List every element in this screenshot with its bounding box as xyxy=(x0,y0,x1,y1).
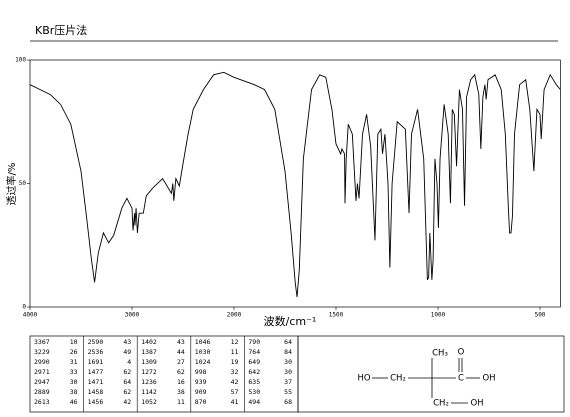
atom-label: OH xyxy=(470,399,483,409)
x-tick-label: 500 xyxy=(535,312,546,319)
peak-transmittance: 41 xyxy=(231,398,239,406)
peak-transmittance: 10 xyxy=(70,338,78,346)
atom-label: OH xyxy=(482,374,495,384)
atom-label: O xyxy=(458,348,465,358)
y-tick-label: 0 xyxy=(22,304,26,311)
peak-wavenumber: 1142 xyxy=(141,388,157,396)
peak-transmittance: 11 xyxy=(177,398,185,406)
peak-transmittance: 30 xyxy=(284,368,292,376)
x-tick-label: 1500 xyxy=(329,312,344,319)
y-tick-label: 50 xyxy=(19,180,27,187)
peak-wavenumber: 3229 xyxy=(34,348,50,356)
peak-transmittance: 26 xyxy=(70,348,78,356)
peak-table: 3367 10 2590 43 1402 43 1046 12 790 64 3229 26 2536 4… xyxy=(29,335,565,413)
peak-wavenumber: 2971 xyxy=(34,368,50,376)
peak-transmittance: 27 xyxy=(177,358,185,366)
peak-wavenumber: 642 xyxy=(248,368,260,376)
peak-transmittance: 62 xyxy=(123,368,131,376)
peak-transmittance: 32 xyxy=(231,368,239,376)
peak-wavenumber: 1030 xyxy=(195,348,211,356)
peak-wavenumber: 1402 xyxy=(141,338,157,346)
peak-transmittance: 11 xyxy=(231,348,239,356)
x-tick-label: 1000 xyxy=(431,312,446,319)
peak-transmittance: 42 xyxy=(231,378,239,386)
y-tick-label: 100 xyxy=(15,57,26,64)
peak-transmittance: 43 xyxy=(123,338,131,346)
y-axis-label: 透过率/% xyxy=(5,163,18,206)
peak-transmittance: 55 xyxy=(284,388,292,396)
peak-transmittance: 33 xyxy=(70,368,78,376)
peak-wavenumber: 1471 xyxy=(88,378,104,386)
peak-transmittance: 30 xyxy=(284,358,292,366)
peak-transmittance: 38 xyxy=(177,388,185,396)
peak-transmittance: 68 xyxy=(284,398,292,406)
atom-label: CH₂ xyxy=(390,374,406,384)
peak-wavenumber: 2947 xyxy=(34,378,50,386)
peak-wavenumber: 1691 xyxy=(88,358,104,366)
peak-wavenumber: 1309 xyxy=(141,358,157,366)
peak-wavenumber: 1046 xyxy=(195,338,211,346)
peak-wavenumber: 1477 xyxy=(88,368,104,376)
peak-wavenumber: 870 xyxy=(195,398,207,406)
peak-wavenumber: 3367 xyxy=(34,338,50,346)
peak-wavenumber: 2889 xyxy=(34,388,50,396)
peak-wavenumber: 2536 xyxy=(88,348,104,356)
peak-wavenumber: 649 xyxy=(248,358,260,366)
peak-wavenumber: 790 xyxy=(248,338,260,346)
atom-label: CH₂ xyxy=(433,399,449,409)
peak-transmittance: 4 xyxy=(127,358,131,366)
peak-transmittance: 62 xyxy=(177,368,185,376)
peak-transmittance: 64 xyxy=(284,338,292,346)
spectrum-line xyxy=(29,71,561,298)
peak-transmittance: 12 xyxy=(231,338,239,346)
x-tick-label: 2000 xyxy=(227,312,242,319)
chart-title: KBr压片法 xyxy=(35,23,87,37)
atom-label: C xyxy=(458,374,464,384)
peak-transmittance: 19 xyxy=(231,358,239,366)
peak-transmittance: 64 xyxy=(123,378,131,386)
structure xyxy=(372,358,480,404)
peak-wavenumber: 1236 xyxy=(141,378,157,386)
peak-transmittance: 38 xyxy=(70,388,78,396)
peak-transmittance: 31 xyxy=(70,358,78,366)
peak-wavenumber: 909 xyxy=(195,388,207,396)
peak-wavenumber: 530 xyxy=(248,388,260,396)
peak-wavenumber: 1456 xyxy=(88,398,104,406)
peak-wavenumber: 2590 xyxy=(88,338,104,346)
peak-wavenumber: 1272 xyxy=(141,368,157,376)
peak-transmittance: 46 xyxy=(70,398,78,406)
peak-wavenumber: 2613 xyxy=(34,398,50,406)
peak-wavenumber: 1458 xyxy=(88,388,104,396)
peak-wavenumber: 1387 xyxy=(141,348,157,356)
x-tick-label: 3000 xyxy=(125,312,140,319)
peak-wavenumber: 998 xyxy=(195,368,207,376)
atom-label: CH₃ xyxy=(432,349,448,359)
x-axis-label: 波数/cm⁻¹ xyxy=(264,315,317,328)
peak-wavenumber: 764 xyxy=(248,348,260,356)
peak-wavenumber: 494 xyxy=(248,398,260,406)
peak-wavenumber: 939 xyxy=(195,378,207,386)
peak-transmittance: 44 xyxy=(177,348,185,356)
peak-wavenumber: 1024 xyxy=(195,358,211,366)
peak-transmittance: 49 xyxy=(123,348,131,356)
peak-wavenumber: 635 xyxy=(248,378,260,386)
peak-transmittance: 62 xyxy=(123,388,131,396)
peak-transmittance: 43 xyxy=(177,338,185,346)
structure-frame xyxy=(297,335,565,413)
peak-transmittance: 84 xyxy=(284,348,292,356)
plot-frame xyxy=(29,59,561,308)
peak-wavenumber: 2990 xyxy=(34,358,50,366)
peak-transmittance: 16 xyxy=(177,378,185,386)
peak-transmittance: 57 xyxy=(231,388,239,396)
x-tick-label: 4000 xyxy=(23,312,38,319)
peak-wavenumber: 1052 xyxy=(141,398,157,406)
atom-label: HO xyxy=(357,374,370,384)
peak-transmittance: 37 xyxy=(284,378,292,386)
peak-transmittance: 30 xyxy=(70,378,78,386)
peak-transmittance: 42 xyxy=(123,398,131,406)
